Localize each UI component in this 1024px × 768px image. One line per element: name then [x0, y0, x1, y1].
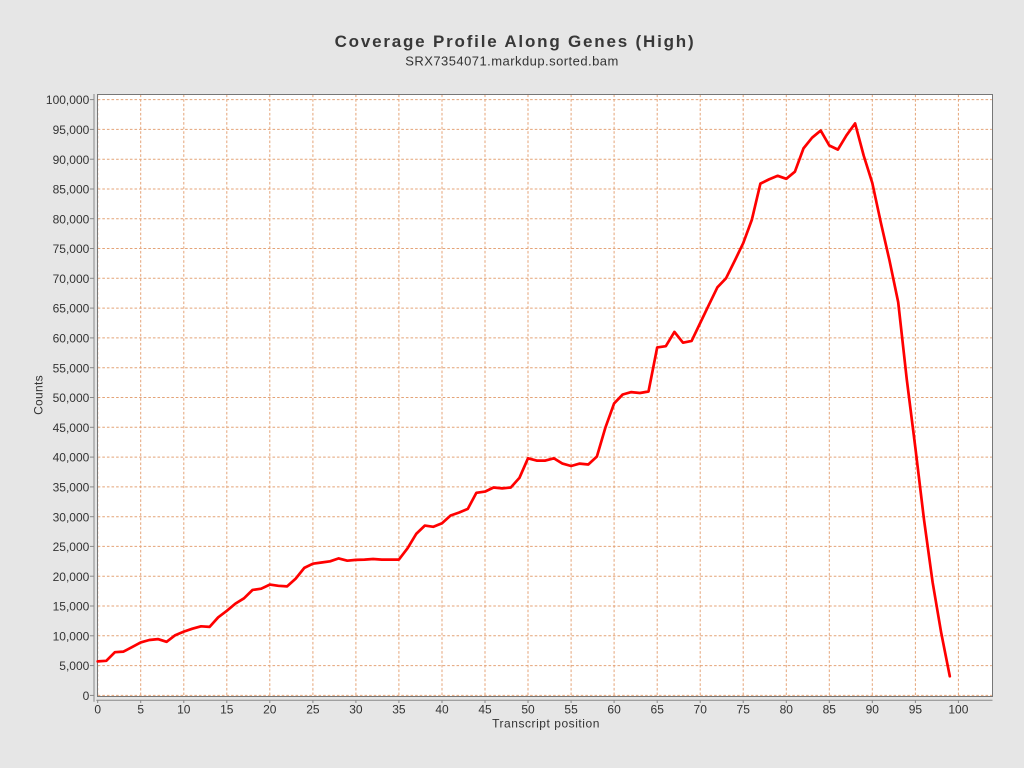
svg-text:15,000: 15,000 [53, 600, 90, 614]
svg-text:80: 80 [780, 703, 794, 717]
svg-text:30: 30 [349, 703, 363, 717]
svg-text:50: 50 [521, 703, 535, 717]
svg-text:90: 90 [866, 703, 880, 717]
svg-text:50,000: 50,000 [53, 391, 90, 405]
svg-text:Counts: Counts [32, 375, 46, 415]
svg-text:65: 65 [651, 703, 665, 717]
svg-text:100: 100 [948, 703, 968, 717]
svg-text:Transcript position: Transcript position [492, 716, 600, 730]
svg-text:35: 35 [392, 703, 406, 717]
svg-text:75: 75 [737, 703, 751, 717]
svg-text:55,000: 55,000 [53, 361, 90, 375]
svg-text:5,000: 5,000 [59, 659, 89, 673]
svg-text:85: 85 [823, 703, 837, 717]
svg-text:25,000: 25,000 [53, 540, 90, 554]
svg-text:40,000: 40,000 [53, 451, 90, 465]
svg-text:45: 45 [478, 703, 492, 717]
svg-text:80,000: 80,000 [53, 212, 90, 226]
svg-text:Coverage Profile Along Genes (: Coverage Profile Along Genes (High) [335, 32, 696, 51]
svg-text:85,000: 85,000 [53, 183, 90, 197]
svg-text:SRX7354071.markdup.sorted.bam: SRX7354071.markdup.sorted.bam [405, 54, 619, 69]
svg-text:55: 55 [564, 703, 578, 717]
svg-text:30,000: 30,000 [53, 510, 90, 524]
svg-text:5: 5 [137, 703, 144, 717]
svg-text:65,000: 65,000 [53, 302, 90, 316]
svg-text:15: 15 [220, 703, 234, 717]
svg-text:90,000: 90,000 [53, 153, 90, 167]
svg-text:10: 10 [177, 703, 191, 717]
svg-text:70,000: 70,000 [53, 272, 90, 286]
svg-text:0: 0 [94, 703, 101, 717]
svg-text:95: 95 [909, 703, 923, 717]
svg-text:35,000: 35,000 [53, 481, 90, 495]
svg-text:100,000: 100,000 [46, 93, 90, 107]
svg-text:70: 70 [694, 703, 708, 717]
svg-text:95,000: 95,000 [53, 123, 90, 137]
svg-text:60: 60 [607, 703, 621, 717]
svg-text:40: 40 [435, 703, 449, 717]
svg-text:10,000: 10,000 [53, 629, 90, 643]
svg-text:45,000: 45,000 [53, 421, 90, 435]
svg-text:25: 25 [306, 703, 320, 717]
svg-text:20: 20 [263, 703, 277, 717]
svg-text:60,000: 60,000 [53, 332, 90, 346]
svg-text:20,000: 20,000 [53, 570, 90, 584]
svg-text:75,000: 75,000 [53, 242, 90, 256]
svg-text:0: 0 [83, 689, 90, 703]
